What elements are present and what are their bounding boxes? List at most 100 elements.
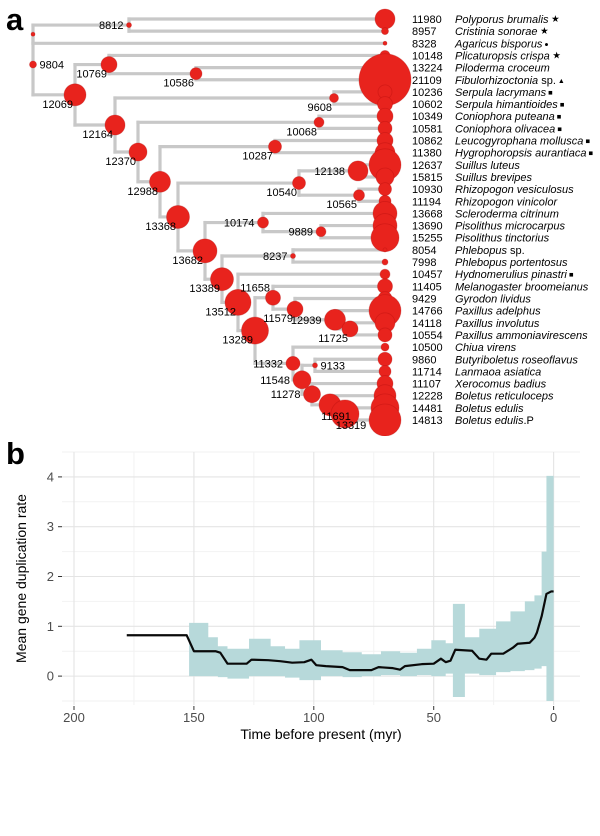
internal-node-circle	[149, 170, 171, 193]
tip-species-label: Serpula himantioides ■	[455, 99, 565, 111]
node-support-label: 13368	[145, 221, 176, 233]
tip-id-label: 11107	[412, 379, 441, 391]
node-support-label: 10565	[326, 199, 357, 211]
tip-species-name: Piloderma croceum	[455, 63, 550, 75]
tip-species-name: Paxillus involutus	[455, 318, 540, 330]
tip-node-circle	[378, 182, 392, 197]
tip-species-label: Cristinia sonorae ★	[455, 26, 549, 38]
internal-node-circle	[286, 300, 304, 318]
tip-node-circle	[380, 342, 390, 352]
node-support-label: 9889	[289, 227, 313, 239]
tip-species-name: Rhizopogon vesiculosus	[455, 184, 574, 196]
node-support-label: 9133	[321, 360, 345, 372]
tip-species-name: Lanmaoa asiatica	[455, 366, 541, 378]
tip-species-name: Scleroderma citrinum	[455, 208, 559, 220]
tip-species-label: Serpula lacrymans ■	[455, 87, 553, 99]
node-support-label: 12370	[105, 156, 136, 168]
node-support-label: 11332	[253, 358, 283, 370]
node-support-label: 10068	[286, 126, 317, 138]
tip-species-label: Boletus edulis	[455, 403, 524, 415]
node-support-label: 12138	[314, 166, 345, 178]
internal-node-circle	[341, 320, 359, 338]
tip-species-name: Phlebopus portentosus	[455, 257, 568, 269]
tip-species-name: Hydnomerulius pinastri	[455, 269, 567, 281]
tip-species-name: Leucogyrophana mollusca	[455, 136, 583, 148]
internal-node-circle	[347, 160, 369, 182]
tip-species-label: Butyriboletus roseoflavus	[455, 354, 578, 366]
x-tick-label: 200	[63, 710, 85, 725]
tip-species-name: Pisolithus microcarpus	[455, 221, 566, 233]
node-support-label: 12164	[82, 129, 113, 141]
star-icon: ★	[550, 50, 562, 61]
node-support-label: 9804	[40, 59, 64, 71]
internal-node-circle	[268, 139, 282, 154]
tip-id-label: 11405	[412, 281, 442, 293]
tip-id-label: 13224	[412, 63, 443, 75]
rate-line	[126, 590, 554, 672]
panel-a-label: a	[6, 2, 24, 37]
square-icon: ■	[586, 149, 593, 158]
circle-icon: ●	[542, 41, 548, 48]
tip-node-circle	[374, 8, 396, 30]
internal-node-circle	[224, 288, 252, 316]
tip-species-label: Phlebopus sp.	[455, 245, 525, 257]
node-support-label: 10287	[242, 151, 273, 163]
internal-node-circle	[290, 253, 296, 259]
tip-species-name: Phlebopus	[455, 245, 507, 257]
node-support-label: 12988	[127, 186, 158, 198]
confidence-ribbon	[189, 475, 554, 702]
star-icon: ★	[538, 26, 550, 37]
tip-species-label: Paxillus adelphus	[455, 306, 541, 318]
tip-species-label: Fibulorhizoctonia sp. ▲	[455, 75, 565, 87]
tip-id-label: 14813	[412, 415, 443, 427]
tip-id-label: 8054	[412, 245, 436, 257]
x-axis-title: Time before present (myr)	[240, 726, 401, 742]
tip-id-label: 15255	[412, 233, 443, 245]
tip-species-label: Scleroderma citrinum	[455, 208, 559, 220]
tip-id-label: 14766	[412, 306, 443, 318]
node-support-label: 8237	[263, 251, 287, 263]
tip-species-label: Coniophora olivacea ■	[455, 123, 562, 135]
tip-species-label: Rhizopogon vinicolor	[455, 196, 558, 208]
y-axis-title: Mean gene duplication rate	[13, 494, 29, 663]
tip-node-circle	[382, 247, 388, 253]
tip-id-label: 12637	[412, 160, 443, 172]
x-tick-label: 100	[303, 710, 325, 725]
internal-node-circle	[324, 308, 346, 331]
tip-species-label: Suillus luteus	[455, 160, 520, 172]
internal-node-circle	[189, 67, 203, 81]
tip-node-circle	[377, 351, 393, 367]
tip-id-label: 10148	[412, 50, 443, 62]
tip-species-name: Fibulorhizoctonia	[455, 75, 538, 87]
node-support-label: 13512	[205, 306, 236, 318]
node-support-label: 9608	[308, 102, 332, 114]
tip-node-circle	[368, 403, 402, 436]
node-support-label: 13389	[189, 283, 220, 295]
square-icon: ■	[546, 88, 553, 97]
node-support-label: 10586	[163, 78, 194, 90]
tip-id-label: 10602	[412, 99, 443, 111]
tip-species-label: Coniophora puteana ■	[455, 111, 562, 123]
tip-species-label: Pisolithus microcarpus	[455, 221, 566, 233]
tip-id-label: 11194	[412, 196, 441, 208]
tip-species-label: Suillus brevipes	[455, 172, 533, 184]
tip-species-label: Paxillus involutus	[455, 318, 540, 330]
tip-species-name: Butyriboletus roseoflavus	[455, 354, 578, 366]
internal-node-circle	[330, 399, 360, 429]
tip-species-label: Rhizopogon vesiculosus	[455, 184, 574, 196]
tip-species-suffix: .P	[524, 415, 534, 427]
internal-node-circle	[104, 114, 126, 136]
tip-species-name: Melanogaster broomeianus	[455, 281, 589, 293]
tip-id-label: 15815	[412, 172, 443, 184]
internal-node-circle	[128, 142, 148, 162]
tip-species-name: Xerocomus badius	[454, 379, 547, 391]
tip-species-name: Suillus brevipes	[455, 172, 533, 184]
tip-species-label: Leucogyrophana mollusca ■	[455, 136, 591, 148]
node-support-label: 10174	[224, 218, 255, 230]
internal-node-circle	[166, 205, 190, 229]
internal-node-circle	[303, 385, 321, 404]
node-support-label: 11579	[263, 313, 293, 325]
tip-species-label: Boletus edulis.P	[455, 415, 534, 427]
internal-node-circle	[100, 56, 118, 73]
